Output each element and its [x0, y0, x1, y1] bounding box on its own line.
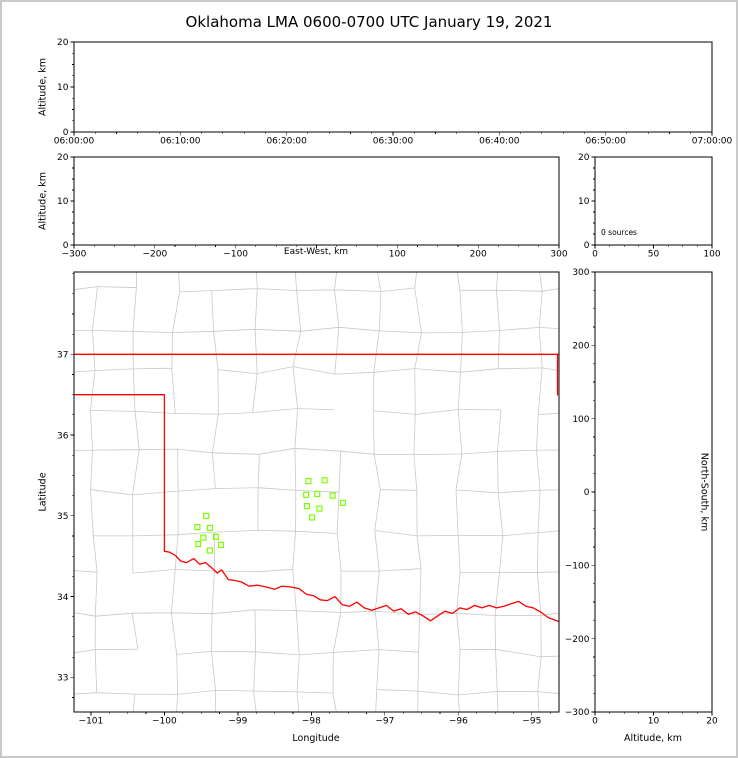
lma-station-marker	[212, 533, 219, 540]
lma-station-marker	[217, 541, 225, 548]
source-count-annotation: 0 sources	[601, 228, 637, 237]
lma-station-marker	[200, 534, 207, 541]
x-tick-label: −300	[62, 250, 87, 260]
x-tick-label: −95	[522, 717, 541, 727]
x-tick-label: 06:30:00	[373, 137, 414, 147]
lma-station-marker	[203, 512, 210, 519]
x-tick-label: 0	[592, 717, 598, 727]
y-tick-label: 34	[57, 593, 69, 603]
ns-right-ylabel: North-South, km	[698, 452, 710, 532]
axes-frame	[73, 41, 713, 133]
x-tick-label: 100	[389, 250, 406, 260]
y-tick-label: 20	[57, 38, 69, 48]
y-tick-label: −100	[565, 562, 590, 572]
panel-source_histogram: 0 50 100 0 10 20	[578, 153, 721, 259]
ns-xlabel: Altitude, km	[624, 733, 682, 744]
lma-station-marker	[321, 477, 328, 484]
x-tick-label: 06:00:00	[54, 137, 95, 147]
x-tick-label: 0	[592, 250, 598, 260]
y-tick-label: 0	[584, 488, 590, 498]
y-tick-label: 10	[57, 83, 69, 93]
ew-height-ylabel: Altitude, km	[37, 172, 49, 230]
x-tick-label: 07:00:00	[692, 137, 733, 147]
lma-station-marker	[206, 547, 214, 554]
y-tick-label: 10	[57, 197, 69, 207]
lma-station-marker	[314, 490, 321, 498]
x-tick-label: −96	[449, 717, 468, 727]
panel-plan_view: −101 −100 −99 −98 −97 −96 −95 33 34 35 36 37	[57, 271, 560, 727]
panel-ns_height: 0 10 20 −300 −200 −100 0 100 200 300	[565, 268, 718, 726]
y-tick-label: 300	[572, 268, 589, 278]
map-ylabel: Latitude	[37, 472, 49, 512]
lma-station-marker	[303, 503, 311, 510]
lma-station-marker	[308, 514, 316, 521]
y-tick-label: 0	[63, 128, 69, 138]
y-tick-label: 100	[572, 415, 589, 425]
x-tick-label: 06:20:00	[266, 137, 307, 147]
axes-frame	[73, 156, 560, 246]
x-tick-label: −200	[142, 250, 167, 260]
x-tick-label: 20	[706, 717, 718, 727]
y-tick-label: 200	[572, 342, 589, 352]
state-boundary	[74, 394, 559, 623]
figure-title: Oklahoma LMA 0600-0700 UTC January 19, 2…	[185, 13, 553, 31]
x-tick-label: −100	[152, 717, 177, 727]
y-tick-label: 35	[57, 512, 68, 522]
panel-ew_height: −300 −200 −100 100 200 300 0 10 20	[57, 153, 568, 259]
y-tick-label: 37	[57, 351, 68, 361]
x-tick-label: −100	[223, 250, 248, 260]
lma-station-marker	[206, 524, 214, 532]
lma-station-marker	[339, 499, 347, 506]
lma-station-marker	[329, 492, 336, 499]
lma-station-marker	[195, 540, 202, 548]
map-content	[74, 272, 559, 712]
county-boundaries	[74, 272, 559, 712]
lma-station-marker	[316, 505, 323, 512]
x-tick-label: 06:50:00	[585, 137, 626, 147]
map-xlabel: Longitude	[292, 733, 340, 744]
time-height-ylabel: Altitude, km	[37, 58, 49, 116]
lma-station-marker	[194, 524, 201, 531]
axes-frame	[594, 271, 713, 713]
y-tick-label: 0	[63, 241, 69, 251]
y-tick-label: 20	[578, 153, 590, 163]
panel-time_height: 06:00:00 06:10:00 06:20:00 06:30:00 06:40:00…	[54, 38, 733, 146]
lma-station-marker	[305, 478, 312, 485]
lma-station-marker	[303, 491, 310, 498]
x-tick-label: −98	[302, 717, 321, 727]
x-tick-label: 200	[470, 250, 487, 260]
y-tick-label: −300	[565, 708, 590, 718]
x-tick-label: 300	[550, 250, 567, 260]
x-tick-label: 100	[703, 250, 720, 260]
x-tick-label: 06:40:00	[479, 137, 520, 147]
x-tick-label: 10	[648, 717, 660, 727]
axes-frame	[73, 271, 560, 713]
y-tick-label: 0	[584, 241, 590, 251]
y-tick-label: 20	[57, 153, 69, 163]
x-tick-label: −97	[375, 717, 394, 727]
ew-xlabel: East-West, km	[283, 247, 349, 257]
y-tick-label: −200	[565, 635, 590, 645]
x-tick-label: 50	[648, 250, 660, 260]
x-tick-label: −101	[79, 717, 104, 727]
x-tick-label: 06:10:00	[160, 137, 201, 147]
y-tick-label: 36	[57, 431, 69, 441]
x-tick-label: −99	[228, 717, 247, 727]
y-tick-label: 33	[57, 673, 68, 683]
y-tick-label: 10	[578, 197, 590, 207]
